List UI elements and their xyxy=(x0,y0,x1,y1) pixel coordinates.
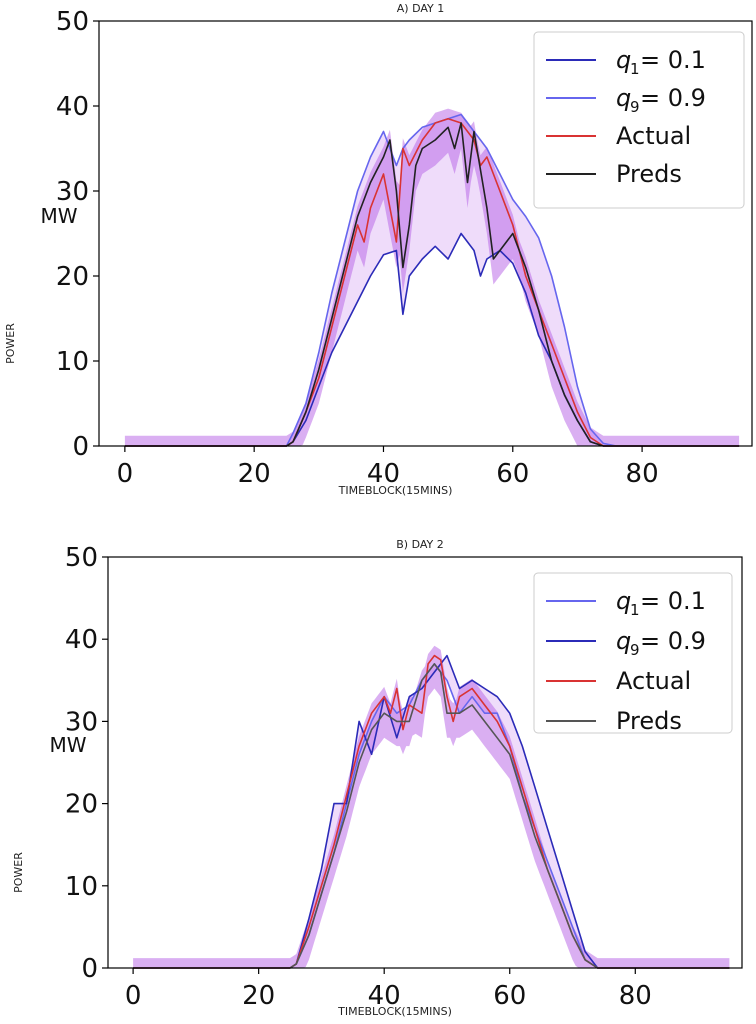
x-tick-label: 80 xyxy=(619,981,652,1011)
series-line-q9 xyxy=(133,654,730,969)
legend-label-preds: Preds xyxy=(616,707,682,735)
x-axis-label: TIMEBLOCK(15MINS) xyxy=(337,1005,452,1018)
y-tick-label: 50 xyxy=(56,7,89,37)
quantile-band xyxy=(124,114,740,446)
plot-frame xyxy=(107,556,743,969)
chart-title: B) DAY 2 xyxy=(396,538,444,551)
chart-day-2: B) DAY 2 0 10 20 30 40 50 0 20 40 60 80 TIMEBLOCK(15… xyxy=(12,538,743,1018)
y-tick-label: 0 xyxy=(72,432,89,462)
legend-label-actual: Actual xyxy=(616,122,691,150)
y-tick-label: 0 xyxy=(81,954,98,984)
chart-day-1: A) DAY 1 0 10 20 30 40 50 0 20 40 60 80 TIMEBLOCK(15… xyxy=(4,2,753,497)
y-tick-label: 10 xyxy=(65,872,98,902)
y-tick-label: 20 xyxy=(56,262,89,292)
legend-subscript-q9: 9 xyxy=(630,98,640,116)
y-tick-label: 20 xyxy=(65,790,98,820)
series-line-q1 xyxy=(124,232,740,447)
x-tick-label: 60 xyxy=(496,459,529,489)
legend-label-q9: q xyxy=(616,627,631,655)
legend-label-q1: q xyxy=(616,46,631,74)
legend-value-q9: = 0.9 xyxy=(640,84,706,112)
y-tick-label: 10 xyxy=(56,347,89,377)
y-unit-label: MW xyxy=(40,204,77,228)
y-axis-label: POWER xyxy=(4,323,17,364)
x-tick-label: 20 xyxy=(238,459,271,489)
x-tick-label: 20 xyxy=(242,981,275,1011)
x-tick-label: 80 xyxy=(626,459,659,489)
legend-value-q1: = 0.1 xyxy=(640,587,706,615)
legend-value-q1: = 0.1 xyxy=(640,46,706,74)
y-unit-label: MW xyxy=(49,733,86,757)
legend-box xyxy=(533,572,733,734)
series-line-preds xyxy=(133,663,730,969)
y-tick-label: 30 xyxy=(56,177,89,207)
series-line-preds xyxy=(124,122,740,447)
y-axis-label: POWER xyxy=(12,852,25,893)
y-tick-label: 40 xyxy=(65,625,98,655)
legend-label-q9: q xyxy=(616,84,631,112)
legend-subscript-q9: 9 xyxy=(630,641,640,659)
x-tick-label: 40 xyxy=(367,459,400,489)
chart-title: A) DAY 1 xyxy=(397,2,444,15)
x-tick-label: 40 xyxy=(368,981,401,1011)
legend-value-q9: = 0.9 xyxy=(640,627,706,655)
x-tick-label: 0 xyxy=(125,981,142,1011)
legend-subscript-q1: 1 xyxy=(630,601,640,619)
legend-label-preds: Preds xyxy=(616,160,682,188)
x-tick-label: 60 xyxy=(493,981,526,1011)
legend-label-q1: q xyxy=(616,587,631,615)
y-tick-label: 30 xyxy=(65,707,98,737)
x-tick-label: 0 xyxy=(117,459,134,489)
y-tick-label: 50 xyxy=(65,543,98,573)
y-tick-label: 40 xyxy=(56,92,89,122)
series-line-actual xyxy=(124,118,740,447)
legend-box xyxy=(533,31,745,209)
legend-subscript-q1: 1 xyxy=(630,60,640,78)
plot-frame xyxy=(98,20,753,447)
legend-label-actual: Actual xyxy=(616,667,691,695)
x-axis-label: TIMEBLOCK(15MINS) xyxy=(338,484,453,497)
